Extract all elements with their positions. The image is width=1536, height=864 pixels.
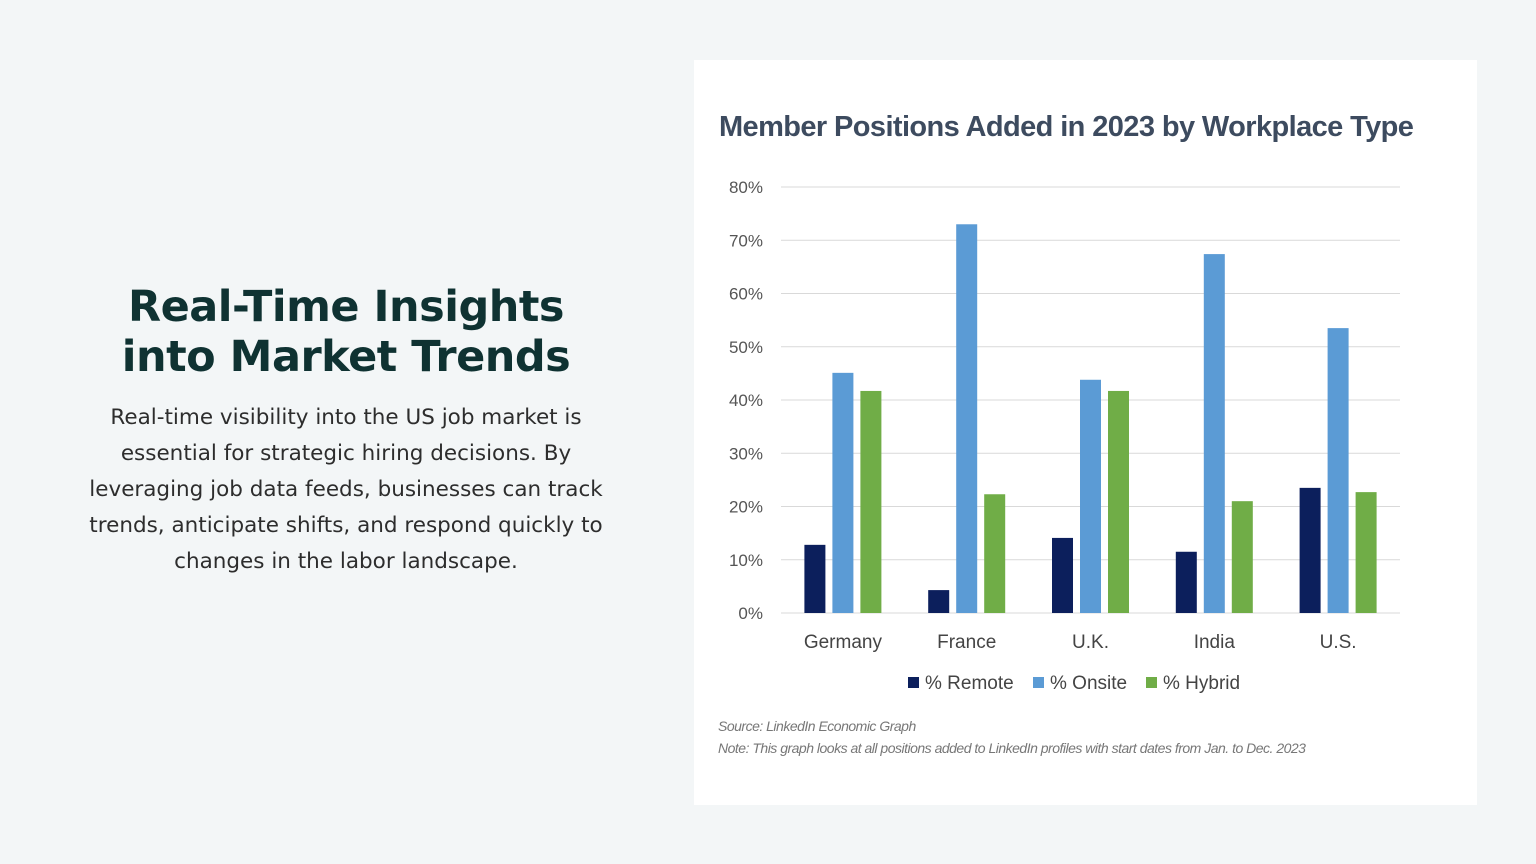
y-tick-label: 0%: [738, 604, 763, 623]
y-tick-label: 10%: [729, 551, 763, 570]
bar-onsite: [956, 224, 978, 613]
chart-title: Member Positions Added in 2023 by Workpl…: [719, 111, 1414, 143]
bar-hybrid: [1355, 492, 1377, 613]
x-tick-label: Germany: [804, 632, 883, 653]
heading-line-2: into Market Trends: [121, 332, 571, 382]
bar-hybrid: [984, 494, 1006, 613]
x-tick-label: U.K.: [1072, 632, 1109, 653]
chart-note: Note: This graph looks at all positions …: [718, 740, 1306, 756]
y-tick-label: 30%: [729, 444, 763, 463]
x-tick-label: France: [937, 632, 996, 653]
legend-swatch: [1146, 677, 1157, 688]
chart-source: Source: LinkedIn Economic Graph: [718, 718, 916, 734]
y-tick-label: 80%: [729, 178, 763, 197]
bar-onsite: [1327, 328, 1349, 613]
heading-line-1: Real-Time Insights: [127, 282, 565, 332]
bar-hybrid: [1108, 390, 1129, 613]
x-tick-label: U.S.: [1320, 632, 1357, 653]
x-tick-label: India: [1194, 632, 1236, 653]
legend-label: % Hybrid: [1163, 673, 1240, 694]
y-tick-label: 40%: [729, 391, 763, 410]
slide-body: Real-time visibility into the US job mar…: [89, 405, 603, 574]
bar-hybrid: [860, 390, 882, 613]
bar-remote: [1175, 551, 1197, 613]
bar-onsite: [1080, 379, 1101, 613]
bar-remote: [1299, 487, 1321, 613]
y-tick-label: 70%: [729, 231, 763, 250]
bar-hybrid: [1231, 501, 1253, 613]
bar-onsite: [1203, 254, 1225, 613]
legend-swatch: [1033, 677, 1044, 688]
legend-label: % Remote: [925, 673, 1014, 694]
legend-label: % Onsite: [1050, 673, 1127, 694]
bar-remote: [804, 544, 826, 613]
text-panel: Real-Time Insights into Market Trends Rea…: [70, 282, 622, 580]
bar-remote: [928, 590, 950, 613]
bar-remote: [1052, 537, 1073, 613]
y-tick-label: 50%: [729, 338, 763, 357]
legend-swatch: [908, 677, 919, 688]
slide-heading: Real-Time Insights into Market Trends: [70, 282, 622, 382]
bar-onsite: [832, 372, 854, 613]
y-tick-label: 20%: [729, 498, 763, 517]
y-tick-label: 60%: [729, 285, 763, 304]
